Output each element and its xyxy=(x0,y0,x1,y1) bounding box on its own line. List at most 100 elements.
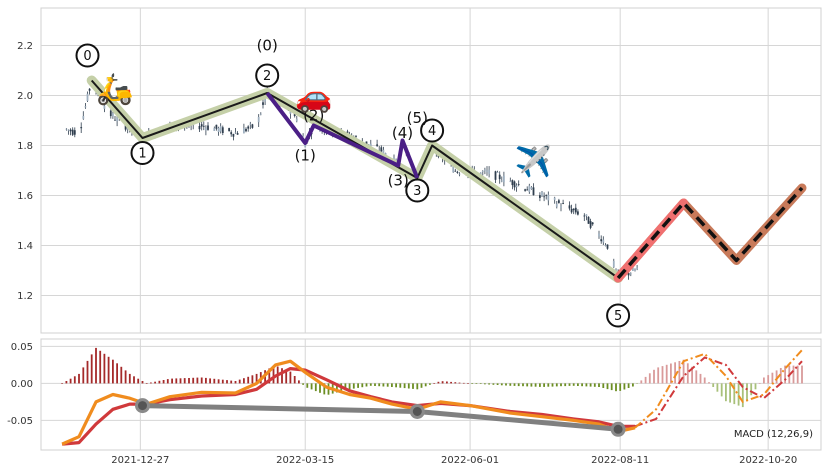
histogram-bar xyxy=(192,377,195,384)
price-y-tick-label: 1.6 xyxy=(17,191,33,202)
histogram-bar xyxy=(500,383,503,386)
histogram-bar xyxy=(73,376,76,384)
histogram-bar xyxy=(128,373,131,384)
candle-body xyxy=(126,128,129,130)
histogram-bar xyxy=(543,383,545,387)
histogram-bar xyxy=(484,383,486,385)
histogram-bar xyxy=(763,377,765,384)
wave-label-0: 0 xyxy=(83,49,91,64)
candle-body xyxy=(215,124,218,129)
x-tick-label: 2022-06-01 xyxy=(441,455,499,466)
candle-body xyxy=(570,208,573,213)
candle-body xyxy=(606,244,609,249)
candle-body xyxy=(572,208,575,211)
wave-label-2: 2 xyxy=(263,69,271,84)
candle-body xyxy=(547,194,550,201)
histogram-bar xyxy=(412,383,414,389)
histogram-bar xyxy=(741,383,744,408)
histogram-bar xyxy=(674,362,676,384)
candle-body xyxy=(634,269,636,271)
histogram-bar xyxy=(112,359,114,384)
histogram-bar xyxy=(695,370,698,384)
candle-body xyxy=(513,181,516,188)
histogram-bar xyxy=(725,383,727,402)
candle-body xyxy=(116,116,118,122)
candle-body xyxy=(232,134,235,137)
histogram-bar xyxy=(712,383,715,387)
histogram-bar xyxy=(653,369,655,384)
histogram-bar xyxy=(243,378,245,384)
candle-body xyxy=(289,111,292,114)
histogram-bar xyxy=(99,350,102,384)
histogram-bar xyxy=(471,383,474,384)
histogram-bar xyxy=(513,383,516,386)
histogram-bar xyxy=(686,363,689,384)
histogram-bar xyxy=(534,383,537,387)
candle-body xyxy=(207,125,209,130)
candle-body xyxy=(498,174,501,180)
histogram-bar xyxy=(285,369,288,384)
histogram-bar xyxy=(450,381,452,384)
candle-body xyxy=(636,267,638,270)
histogram-bar xyxy=(437,381,440,384)
candle-body xyxy=(382,149,385,156)
histogram-bar xyxy=(306,383,309,388)
histogram-bar xyxy=(729,383,731,403)
subwave-label: (5) xyxy=(407,109,428,127)
histogram-bar xyxy=(407,383,410,389)
histogram-bar xyxy=(517,383,520,387)
histogram-bar xyxy=(90,354,93,384)
histogram-bar xyxy=(352,383,355,389)
histogram-bar xyxy=(213,378,216,384)
histogram-bar xyxy=(682,359,685,384)
histogram-bar xyxy=(145,383,148,384)
histogram-bar xyxy=(691,366,693,384)
histogram-bar xyxy=(458,382,461,384)
candle-body xyxy=(604,245,607,246)
histogram-bar xyxy=(357,383,359,388)
candle-body xyxy=(543,196,545,198)
candle-body xyxy=(200,124,203,127)
histogram-bar xyxy=(209,378,211,384)
candle-body xyxy=(568,205,571,209)
candle-body xyxy=(458,173,461,175)
trend-point xyxy=(135,398,150,414)
histogram-bar xyxy=(217,379,220,384)
candle-body xyxy=(587,216,590,224)
macd-lines xyxy=(61,349,803,446)
histogram-bar xyxy=(551,383,554,387)
histogram-bar xyxy=(479,383,482,384)
candle-body xyxy=(73,130,76,135)
subwave-label: (2) xyxy=(303,107,324,125)
histogram-bar xyxy=(657,367,660,384)
histogram-bar xyxy=(678,361,681,384)
histogram-bar xyxy=(420,383,423,388)
histogram-bar xyxy=(530,383,533,387)
histogram-bar xyxy=(429,383,431,385)
histogram-bar xyxy=(801,365,803,384)
candle-body xyxy=(494,171,497,180)
price-y-tick-label: 1.2 xyxy=(17,291,33,302)
macd-grid xyxy=(41,339,821,450)
candle-body xyxy=(452,165,455,173)
histogram-bar xyxy=(124,370,127,384)
histogram-bar xyxy=(336,383,338,393)
candle-body xyxy=(541,191,543,197)
histogram-bar xyxy=(344,383,347,391)
candle-body xyxy=(481,171,484,172)
signal-projection-line xyxy=(634,356,803,428)
histogram-bar xyxy=(395,383,397,388)
price-y-tick-labels: 2.2 2.0 1.8 1.6 1.4 1.2 xyxy=(17,41,33,302)
histogram-bar xyxy=(314,383,317,392)
candle-body xyxy=(526,189,529,191)
histogram-bar xyxy=(386,383,389,387)
candle-body xyxy=(524,189,526,191)
histogram-bar xyxy=(69,378,72,384)
macd-y-tick-label: -0.05 xyxy=(7,416,33,427)
candle-body xyxy=(101,103,104,104)
histogram-bar xyxy=(771,372,774,384)
candle-body xyxy=(202,125,205,127)
histogram-bar xyxy=(648,373,651,384)
histogram-bar xyxy=(454,382,457,384)
